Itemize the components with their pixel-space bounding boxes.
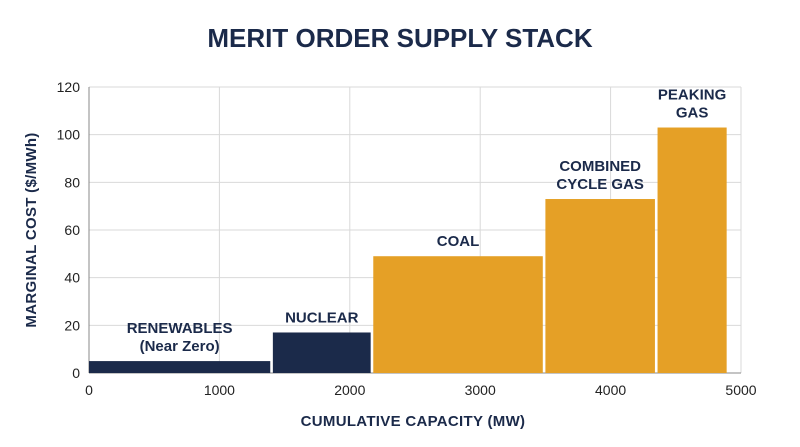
y-tick-label: 120 bbox=[57, 79, 81, 95]
segment-label: RENEWABLES (Near Zero) bbox=[127, 320, 233, 355]
x-tick-label: 5000 bbox=[725, 382, 756, 398]
y-tick-label: 0 bbox=[72, 365, 80, 381]
segment-label-line: GAS bbox=[676, 105, 709, 122]
x-tick-label: 0 bbox=[85, 382, 93, 398]
bar-combined bbox=[545, 199, 655, 373]
segment-labels: RENEWABLES (Near Zero) NUCLEAR COAL COMBINED… bbox=[127, 87, 727, 356]
segment-label-line: NUCLEAR bbox=[285, 309, 358, 326]
bar-renewables bbox=[89, 361, 271, 373]
segment-label-line: COMBINED bbox=[559, 158, 641, 175]
x-tick-label: 2000 bbox=[334, 382, 365, 398]
segment-label-line: CYCLE GAS bbox=[556, 176, 644, 193]
x-tick-label: 1000 bbox=[204, 382, 235, 398]
bars bbox=[89, 127, 727, 374]
bar-peaking bbox=[657, 127, 727, 374]
y-tick-label: 20 bbox=[64, 317, 80, 333]
bar-coal bbox=[373, 256, 543, 373]
y-axis-label: MARGINAL COST ($/MWh) bbox=[23, 132, 40, 327]
y-tick-label: 100 bbox=[57, 127, 81, 143]
segment-label-line: COAL bbox=[437, 233, 480, 250]
segment-label: NUCLEAR bbox=[285, 309, 358, 326]
segment-label: COAL bbox=[437, 233, 480, 250]
x-tick-label: 3000 bbox=[465, 382, 496, 398]
x-axis-label: CUMULATIVE CAPACITY (MW) bbox=[301, 413, 526, 430]
segment-label-line: PEAKING bbox=[658, 87, 726, 104]
segment-label: COMBINED CYCLE GAS bbox=[556, 158, 644, 193]
x-tick-label: 4000 bbox=[595, 382, 626, 398]
y-tick-labels: 0 20 40 60 80 100 120 bbox=[57, 79, 81, 381]
segment-label-line: (Near Zero) bbox=[140, 338, 220, 355]
segment-label-line: RENEWABLES bbox=[127, 320, 233, 337]
segment-label: PEAKING GAS bbox=[658, 87, 726, 122]
y-tick-label: 40 bbox=[64, 270, 80, 286]
y-tick-label: 80 bbox=[64, 174, 80, 190]
x-tick-labels: 0 1000 2000 3000 4000 5000 bbox=[85, 382, 757, 398]
chart-title: MERIT ORDER SUPPLY STACK bbox=[207, 23, 592, 53]
y-tick-label: 60 bbox=[64, 222, 80, 238]
bar-nuclear bbox=[272, 332, 371, 373]
